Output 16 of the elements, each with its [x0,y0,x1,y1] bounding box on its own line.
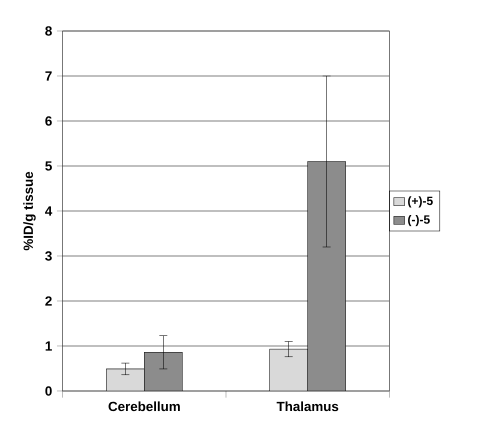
y-tick-label: 2 [45,296,52,306]
legend-label: (+)-5 [408,196,433,208]
x-tick-label: Thalamus [276,401,338,412]
y-tick-label: 1 [46,341,52,351]
y-tick-label: 0 [45,386,52,396]
y-tick-label: 6 [45,116,52,126]
y-tick-label: 8 [45,26,52,36]
bar [106,368,145,391]
x-tick-label: Cerebellum [108,401,180,412]
legend-label: (-)-5 [408,214,430,226]
y-tick-label: 7 [45,71,52,81]
y-tick-label: 5 [45,161,52,171]
y-tick-label: 3 [45,251,52,261]
y-axis-title: %ID/g tissue [23,172,36,250]
bar [269,348,308,391]
y-tick-label: 4 [45,206,52,216]
